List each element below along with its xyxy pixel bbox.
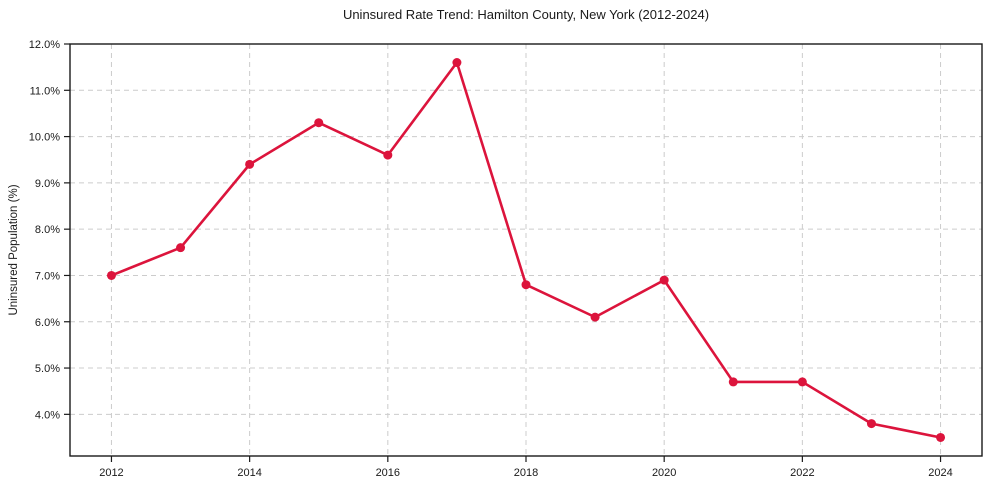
x-tick-label-2012: 2012 — [99, 467, 123, 479]
y-tick-label-11.0%: 11.0% — [30, 85, 61, 97]
x-tick-label-2024: 2024 — [928, 467, 952, 479]
x-tick-label-2018: 2018 — [514, 467, 538, 479]
data-point-2014 — [245, 159, 255, 169]
plot-area — [70, 44, 982, 456]
data-point-2023 — [866, 419, 876, 429]
data-point-2015 — [314, 118, 324, 128]
x-tick-label-2014: 2014 — [237, 467, 261, 479]
x-tick-label-2016: 2016 — [376, 467, 400, 479]
chart-title: Uninsured Rate Trend: Hamilton County, N… — [342, 7, 710, 22]
data-point-2020 — [659, 275, 669, 285]
data-point-2016 — [383, 150, 393, 160]
y-tick-label-12.0%: 12.0% — [29, 39, 60, 51]
data-point-2012 — [106, 270, 116, 280]
data-point-2024 — [936, 432, 946, 442]
y-tick-label-7.0%: 7.0% — [35, 270, 60, 282]
y-tick-label-10.0%: 10.0% — [29, 132, 60, 144]
data-point-2017 — [452, 58, 462, 68]
data-point-2022 — [797, 377, 807, 387]
y-tick-label-6.0%: 6.0% — [35, 317, 60, 329]
data-point-2021 — [728, 377, 738, 387]
data-point-2018 — [521, 280, 531, 290]
plot-border — [69, 43, 983, 457]
data-point-2019 — [590, 312, 600, 322]
data-point-2013 — [176, 243, 186, 253]
y-tick-label-9.0%: 9.0% — [35, 178, 60, 190]
y-tick-label-4.0%: 4.0% — [35, 409, 60, 421]
x-tick-label-2022: 2022 — [790, 467, 814, 479]
y-tick-label-8.0%: 8.0% — [35, 224, 60, 236]
x-tick-label-2020: 2020 — [652, 467, 676, 479]
y-tick-label-5.0%: 5.0% — [35, 363, 60, 375]
